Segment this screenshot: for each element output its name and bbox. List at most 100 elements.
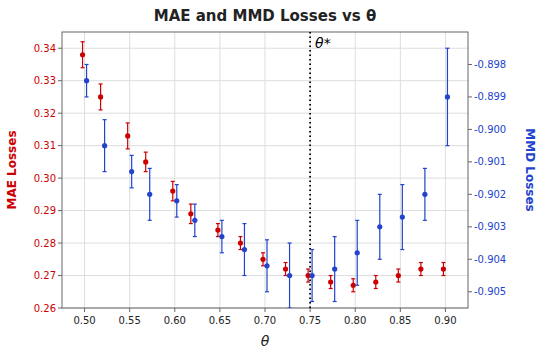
series [84, 48, 450, 308]
error-cap [284, 275, 288, 276]
error-cap [288, 242, 292, 243]
point [332, 266, 337, 271]
error-cap [400, 249, 404, 250]
point [238, 240, 243, 245]
grid-line [62, 80, 468, 81]
point [422, 192, 427, 197]
grid-line [62, 210, 468, 211]
error-cap [103, 119, 107, 120]
error-cap [419, 275, 423, 276]
x-tick-label: 0.70 [254, 315, 276, 326]
reference-label: θ* [315, 35, 331, 51]
grid-line [62, 113, 468, 114]
error-cap [148, 220, 152, 221]
y-tick-label: 0.27 [34, 270, 56, 281]
error-cap [148, 168, 152, 169]
error-cap [374, 275, 378, 276]
x-tick-label: 0.85 [389, 315, 411, 326]
point [215, 227, 220, 232]
y-axis: 0.260.270.280.290.300.310.320.330.34 [34, 43, 62, 314]
grid-line [62, 275, 468, 276]
point [287, 273, 292, 278]
grid [62, 32, 468, 308]
error-cap [261, 265, 265, 266]
error-cap [175, 216, 179, 217]
point [373, 279, 378, 284]
y2-tick [468, 226, 472, 227]
y2-tick-label: -0.904 [474, 254, 506, 265]
y2-axis: -0.898-0.899-0.900-0.901-0.902-0.903-0.9… [468, 59, 506, 297]
error-cap [193, 236, 197, 237]
y2-tick-label: -0.902 [474, 189, 506, 200]
plot-frame [62, 32, 468, 308]
x-tick [174, 308, 175, 312]
x-tick [265, 308, 266, 312]
error-cap [81, 67, 85, 68]
point [143, 159, 148, 164]
point [400, 214, 405, 219]
y-tick-label: 0.29 [34, 205, 56, 216]
point [170, 189, 175, 194]
point [441, 266, 446, 271]
series [80, 42, 446, 292]
error-cap [220, 252, 224, 253]
error-cap [374, 288, 378, 289]
point [147, 192, 152, 197]
x-tick-label: 0.65 [209, 315, 231, 326]
y2-tick [468, 129, 472, 130]
error-cap [171, 181, 175, 182]
error-cap [310, 301, 314, 302]
point [264, 263, 269, 268]
error-cap [238, 236, 242, 237]
plot-area [80, 32, 450, 308]
error-cap [329, 288, 333, 289]
y2-tick [468, 64, 472, 65]
error-cap [130, 187, 134, 188]
error-cap [242, 275, 246, 276]
grid-line [310, 32, 311, 308]
error-cap [355, 220, 359, 221]
y-tick-label: 0.31 [34, 140, 56, 151]
error-cap [441, 262, 445, 263]
y-tick [58, 145, 62, 146]
grid-line [62, 243, 468, 244]
error-cap [310, 249, 314, 250]
point [188, 211, 193, 216]
error-cap [423, 168, 427, 169]
error-cap [261, 252, 265, 253]
x-tick-label: 0.60 [164, 315, 186, 326]
grid-line [62, 178, 468, 179]
grid-line [84, 32, 85, 308]
x-tick-label: 0.80 [344, 315, 366, 326]
y2-axis-label: MMD Losses [523, 128, 537, 211]
x-axis: 0.500.550.600.650.700.750.800.850.90 [73, 308, 456, 326]
point [355, 250, 360, 255]
chart: 0.500.550.600.650.700.750.800.850.90θ0.2… [0, 0, 538, 358]
error-cap [265, 239, 269, 240]
point [219, 234, 224, 239]
y-tick-label: 0.28 [34, 238, 56, 249]
x-tick [129, 308, 130, 312]
x-tick [445, 308, 446, 312]
y-tick [58, 80, 62, 81]
x-tick [84, 308, 85, 312]
error-cap [351, 278, 355, 279]
point [84, 78, 89, 83]
x-tick [400, 308, 401, 312]
x-tick-label: 0.50 [73, 315, 95, 326]
error-cap [85, 64, 89, 65]
y-tick [58, 48, 62, 49]
y-tick [58, 243, 62, 244]
error-cap [306, 281, 310, 282]
point [328, 279, 333, 284]
y2-tick [468, 291, 472, 292]
grid-line [62, 145, 468, 146]
error-cap [351, 291, 355, 292]
x-tick-label: 0.55 [119, 315, 141, 326]
error-cap [103, 171, 107, 172]
error-cap [99, 109, 103, 110]
point [242, 247, 247, 252]
error-cap [396, 281, 400, 282]
point [174, 198, 179, 203]
y-tick [58, 113, 62, 114]
